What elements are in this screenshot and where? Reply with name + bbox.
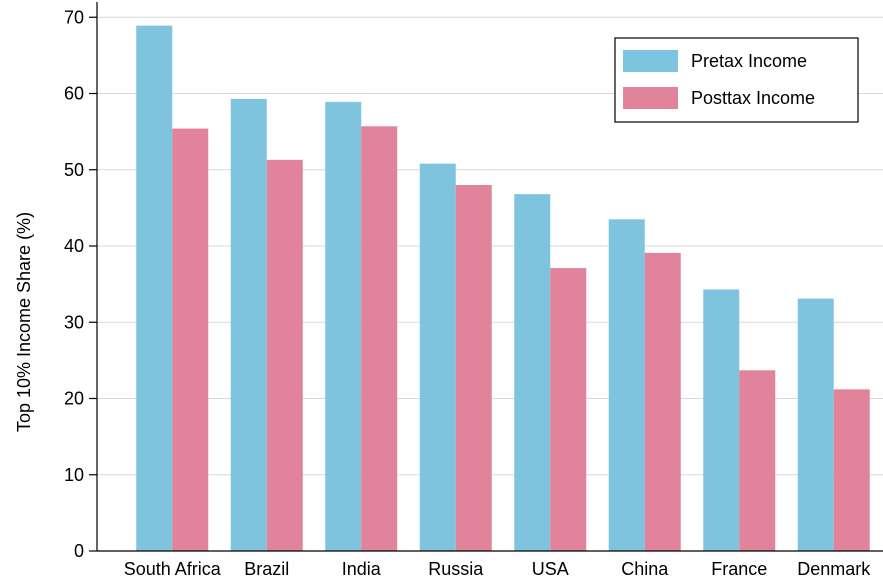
bar: [703, 289, 740, 551]
x-tick-label: China: [621, 559, 669, 579]
bar: [797, 298, 834, 551]
bar: [361, 126, 398, 551]
legend-label: Posttax Income: [691, 88, 815, 108]
y-tick-label: 70: [64, 7, 84, 27]
legend-label: Pretax Income: [691, 51, 807, 71]
bar: [608, 219, 645, 551]
y-axis-label: Top 10% Income Share (%): [14, 212, 34, 432]
x-tick-label: USA: [532, 559, 569, 579]
bar: [325, 101, 362, 551]
bars: [136, 25, 870, 552]
bar: [644, 252, 681, 552]
bar: [739, 370, 776, 551]
y-tick-label: 20: [64, 389, 84, 409]
legend-swatch: [623, 87, 678, 109]
x-tick-label: Brazil: [244, 559, 289, 579]
x-tick-label: France: [711, 559, 767, 579]
bar: [266, 159, 303, 551]
y-tick-label: 30: [64, 312, 84, 332]
bar: [455, 185, 492, 551]
bar: [833, 389, 870, 551]
bar: [172, 128, 209, 551]
y-tick-label: 0: [74, 541, 84, 561]
bar: [514, 194, 551, 551]
bar: [230, 98, 267, 552]
axes: 0 10 20 30 40 50 60 70 South Africa Brazil India Ru…: [64, 2, 883, 579]
bar: [419, 163, 456, 551]
legend: Pretax Income Posttax Income: [614, 37, 859, 123]
x-tick-label: Russia: [428, 559, 484, 579]
y-tick-label: 60: [64, 84, 84, 104]
y-tick-label: 40: [64, 236, 84, 256]
x-tick-label: South Africa: [124, 559, 222, 579]
x-tick-label: Denmark: [797, 559, 871, 579]
bar: [136, 25, 173, 551]
y-tick-label: 50: [64, 160, 84, 180]
y-tick-label: 10: [64, 465, 84, 485]
x-tick-label: India: [342, 559, 382, 579]
bar: [550, 268, 587, 551]
legend-swatch: [623, 50, 678, 72]
